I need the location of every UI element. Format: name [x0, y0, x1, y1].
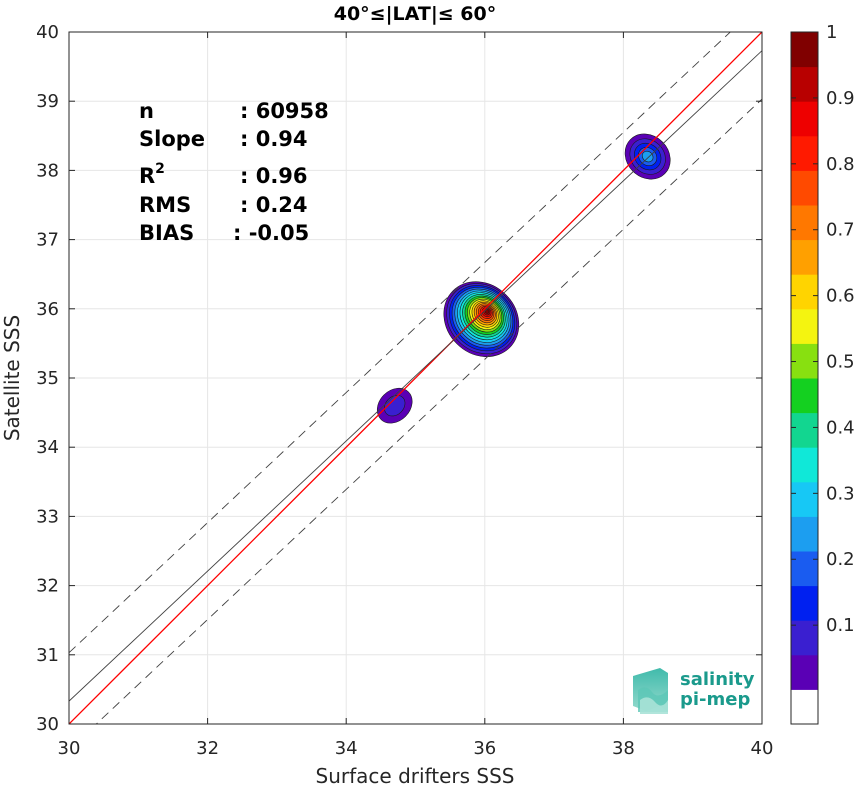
y-tick-label: 32 [36, 576, 59, 597]
logo-text-line1: salinity [680, 669, 755, 690]
y-tick-label: 34 [36, 437, 59, 458]
colorbar-segment [791, 516, 818, 552]
colorbar-segment [791, 170, 818, 206]
colorbar-segment [791, 135, 818, 171]
wave-logo-icon [633, 668, 668, 714]
colorbar-segment [791, 101, 818, 137]
colorbar-tick-label: 0.4 [826, 417, 855, 438]
colorbar-tick-label: 1 [826, 22, 837, 43]
x-axis-ticks: 30 32 34 36 38 40 [58, 32, 774, 759]
line-fit- [95, 98, 762, 724]
colorbar-tick-label: 0.6 [826, 286, 855, 307]
colorbar-segment [791, 551, 818, 587]
y-tick-label: 31 [36, 645, 59, 666]
colorbar-segment [791, 66, 818, 102]
x-tick-label: 32 [196, 738, 219, 759]
colorbar-segment [791, 585, 818, 621]
stat-bias-label: BIAS [139, 221, 194, 245]
colorbar-segment [791, 343, 818, 379]
density-contour-level [641, 150, 654, 163]
y-axis-ticks: 30 31 32 33 34 35 36 37 38 39 40 [36, 22, 762, 735]
colorbar-segment [791, 378, 818, 414]
regression-lines [69, 32, 762, 724]
y-tick-label: 37 [36, 230, 59, 251]
stat-bias-value: : -0.05 [233, 221, 309, 245]
grid [69, 32, 762, 724]
y-tick-label: 39 [36, 91, 59, 112]
salinity-logo: salinity pi-mep [633, 668, 755, 714]
colorbar-segment [791, 205, 818, 241]
stat-slope-label: Slope [139, 127, 205, 151]
y-tick-label: 38 [36, 160, 59, 181]
stat-n-value: : 60958 [240, 99, 329, 123]
chart-title: 40°≤|LAT|≤ 60° [334, 3, 497, 25]
line-fit- [69, 32, 731, 654]
density-cluster [443, 281, 520, 357]
stat-r2-sup: 2 [155, 161, 165, 177]
x-tick-label: 30 [58, 738, 81, 759]
colorbar-tick-label: 0.9 [826, 88, 855, 109]
colorbar-segment [791, 239, 818, 275]
colorbar-segment [791, 412, 818, 448]
stat-n-label: n [139, 99, 154, 123]
colorbar-tick-label: 0.1 [826, 615, 855, 636]
x-tick-label: 36 [473, 738, 496, 759]
colorbar-segment [791, 274, 818, 310]
colorbar-frame [790, 31, 819, 725]
stats-box: n : 60958 Slope : 0.94 R2 : 0.96 RMS : 0… [139, 99, 329, 245]
stat-rms-label: RMS [139, 193, 191, 217]
colorbar-segment [791, 447, 818, 483]
stat-r2-base: R [139, 164, 155, 188]
y-tick-label: 40 [36, 22, 59, 43]
density-contours [376, 133, 671, 424]
x-axis-label: Surface drifters SSS [316, 764, 515, 786]
y-tick-label: 33 [36, 506, 59, 527]
colorbar-segment [791, 308, 818, 344]
logo-text-line2: pi-mep [680, 689, 750, 710]
colorbar-segment [791, 689, 818, 725]
stat-r2-value: : 0.96 [240, 164, 308, 188]
colorbar-segment [791, 32, 818, 68]
colorbar-tick-label: 0.5 [826, 352, 855, 373]
y-tick-label: 36 [36, 299, 59, 320]
line-fit [69, 50, 762, 702]
y-axis-label: Satellite SSS [0, 315, 24, 441]
colorbar-segment [791, 654, 818, 690]
y-tick-label: 35 [36, 368, 59, 389]
x-tick-label: 38 [612, 738, 635, 759]
line-1-1 [69, 32, 762, 724]
colorbar-tick-label: 0.7 [826, 220, 855, 241]
x-tick-label: 34 [335, 738, 358, 759]
stat-r2-label: R2 [139, 161, 165, 188]
colorbar-tick-label: 0.8 [826, 154, 855, 175]
stat-rms-value: : 0.24 [240, 193, 308, 217]
colorbar: 0.1 0.2 0.3 0.4 0.5 0.6 0.7 0.8 0.9 1 [790, 22, 855, 725]
colorbar-tick-label: 0.3 [826, 483, 855, 504]
density-cluster [624, 133, 671, 180]
colorbar-segment [791, 620, 818, 656]
x-tick-label: 40 [751, 738, 774, 759]
colorbar-segment [791, 481, 818, 517]
colorbar-tick-label: 0.2 [826, 549, 855, 570]
stat-slope-value: : 0.94 [240, 127, 308, 151]
y-tick-label: 30 [36, 714, 59, 735]
